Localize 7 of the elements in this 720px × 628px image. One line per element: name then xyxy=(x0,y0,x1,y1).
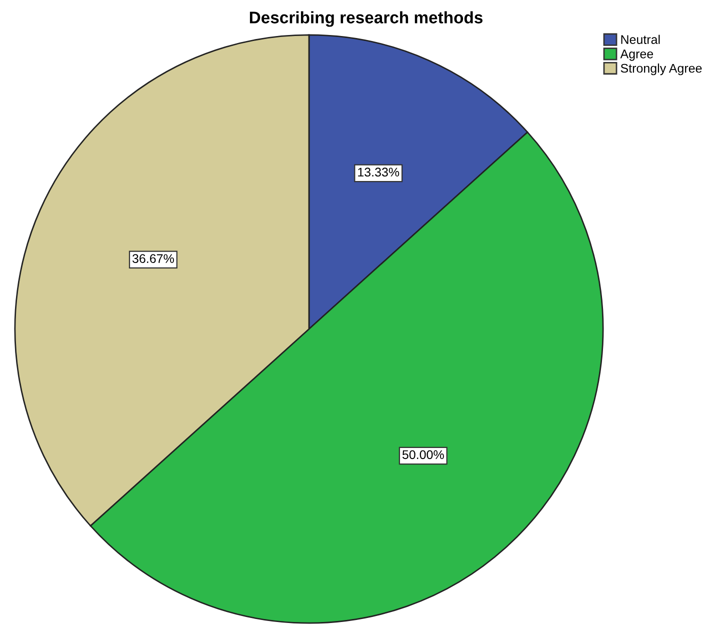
legend-label: Strongly Agree xyxy=(620,64,702,76)
data-label: 50.00% xyxy=(402,450,444,460)
data-label: 36.67% xyxy=(132,254,174,263)
legend-label: Agree xyxy=(620,50,654,61)
data-label: 13.33% xyxy=(358,168,400,177)
chart-title: Describing research methods xyxy=(250,11,482,27)
legend-label: Neutral xyxy=(621,34,660,44)
